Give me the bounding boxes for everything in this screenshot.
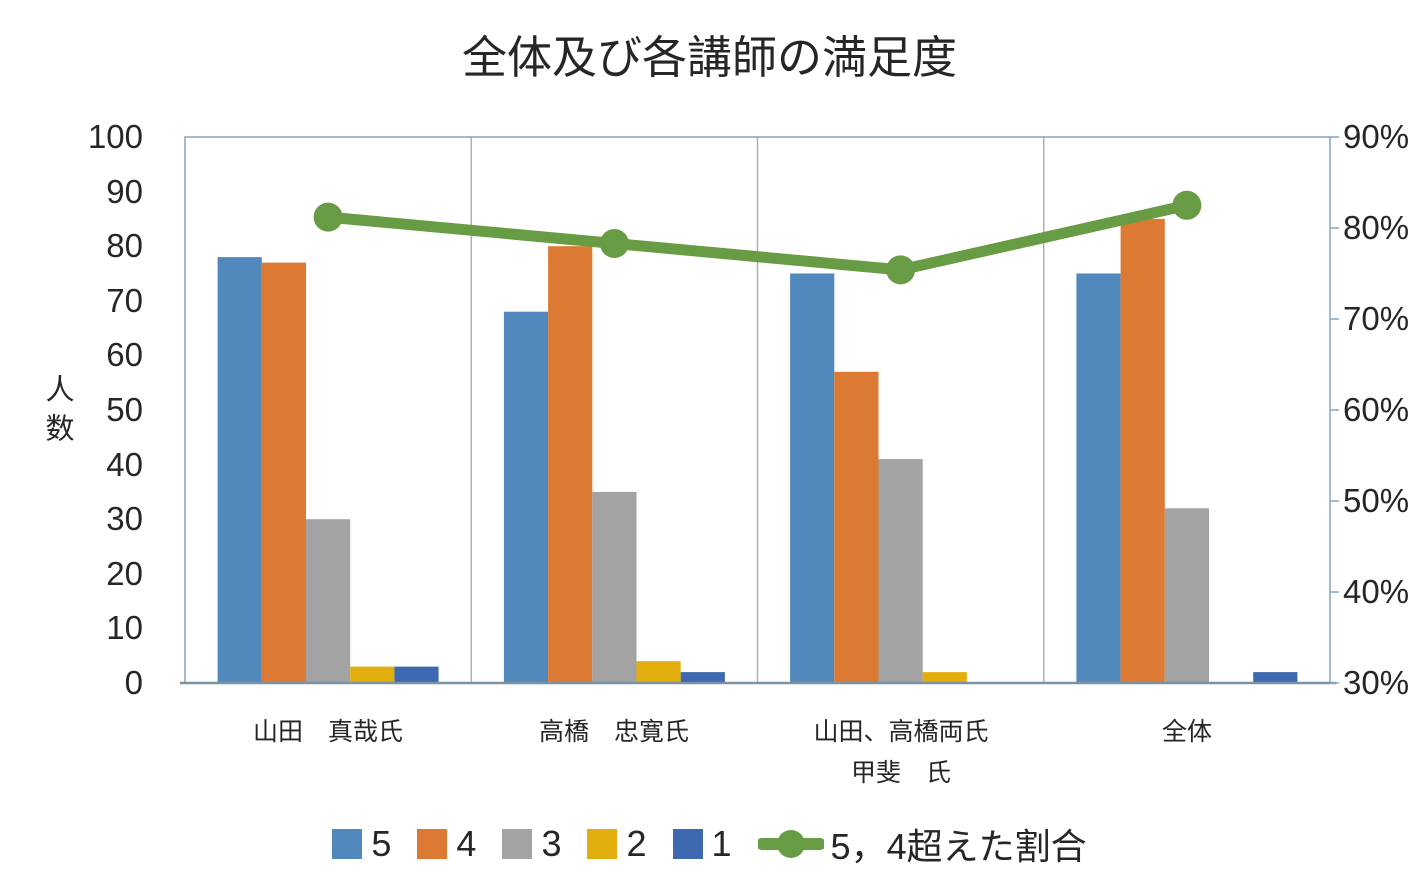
right-axis-tick-label: 40% <box>1343 573 1410 610</box>
left-axis-tick-label: 90 <box>106 173 143 210</box>
left-axis-tick-label: 40 <box>106 446 143 483</box>
line-marker-group4 <box>1172 190 1202 220</box>
legend-swatch-icon <box>417 829 448 859</box>
legend-label: 1 <box>711 823 732 864</box>
legend: 5 4 3 2 1 5，4超えた割合 <box>0 818 1419 870</box>
legend-item-series-2: 2 <box>587 823 647 865</box>
line-series-path <box>322 199 1193 276</box>
legend-swatch-icon <box>332 829 363 859</box>
left-axis-tick-label: 30 <box>106 500 143 537</box>
right-axis-tick-label: 90% <box>1343 118 1410 155</box>
line-marker-group2 <box>599 229 629 258</box>
legend-item-line-series: 5，4超えた割合 <box>757 818 1087 870</box>
left-axis-tick-label: 80 <box>106 227 143 264</box>
bar-series1-group4 <box>1253 672 1298 683</box>
bar-series4-group4 <box>1120 218 1165 683</box>
right-axis-tick-label: 30% <box>1343 664 1410 701</box>
line-marker-group1 <box>313 202 343 232</box>
left-axis-tick-label: 10 <box>106 609 143 646</box>
bar-series4-group1 <box>261 262 306 683</box>
bar-series1-group1 <box>394 666 439 683</box>
legend-label: 3 <box>541 823 562 864</box>
bar-series2-group1 <box>350 666 395 683</box>
left-axis-tick-label: 20 <box>106 555 143 592</box>
legend-item-series-3: 3 <box>502 823 561 865</box>
right-axis-tick-label: 80% <box>1343 209 1410 246</box>
category-label-1: 山田 真哉氏 <box>252 718 403 746</box>
right-axis-tick-label: 70% <box>1343 300 1410 337</box>
legend-item-series-5: 5 <box>332 823 391 865</box>
line-marker-group3 <box>886 255 916 285</box>
right-axis-tick-label: 60% <box>1343 391 1410 428</box>
legend-label: 5，4超えた割合 <box>830 826 1087 867</box>
legend-swatch-icon <box>587 829 618 859</box>
category-label-3-line2: 甲斐 氏 <box>850 759 951 787</box>
bar-series4-group2 <box>548 246 593 683</box>
left-axis-tick-label: 0 <box>124 664 143 701</box>
bar-series1-group2 <box>680 672 725 683</box>
legend-label: 2 <box>626 823 647 864</box>
bar-series3-group4 <box>1164 508 1209 683</box>
bar-series5-group4 <box>1076 273 1121 683</box>
bar-series3-group2 <box>592 491 637 683</box>
right-axis-tick-label: 50% <box>1343 482 1410 519</box>
bar-series2-group3 <box>922 672 967 683</box>
bar-series3-group1 <box>306 519 351 683</box>
left-axis-tick-label: 50 <box>106 391 143 428</box>
legend-label: 4 <box>456 823 477 864</box>
bar-series5-group3 <box>790 273 835 683</box>
legend-swatch-icon <box>672 829 703 859</box>
legend-label: 5 <box>371 823 392 864</box>
legend-item-series-4: 4 <box>417 823 476 865</box>
left-axis-tick-label: 100 <box>87 118 143 155</box>
bar-series5-group2 <box>503 311 549 683</box>
legend-swatch-icon <box>502 829 533 859</box>
category-label-3: 山田、高橋両氏 <box>813 718 989 746</box>
chart-title: 全体及び各講師の満足度 <box>461 32 957 83</box>
bar-series2-group2 <box>636 661 681 683</box>
category-label-4: 全体 <box>1161 718 1212 746</box>
left-axis-tick-label: 70 <box>106 282 143 319</box>
category-label-2: 高橋 忠寛氏 <box>538 718 689 746</box>
left-axis-title: 人数 <box>41 374 73 452</box>
legend-item-series-1: 1 <box>672 823 732 865</box>
bar-series5-group1 <box>217 257 262 683</box>
bar-series3-group3 <box>878 459 923 683</box>
bar-series4-group3 <box>834 371 879 683</box>
left-axis-tick-label: 60 <box>106 336 143 373</box>
legend-line-marker-icon <box>757 830 824 858</box>
